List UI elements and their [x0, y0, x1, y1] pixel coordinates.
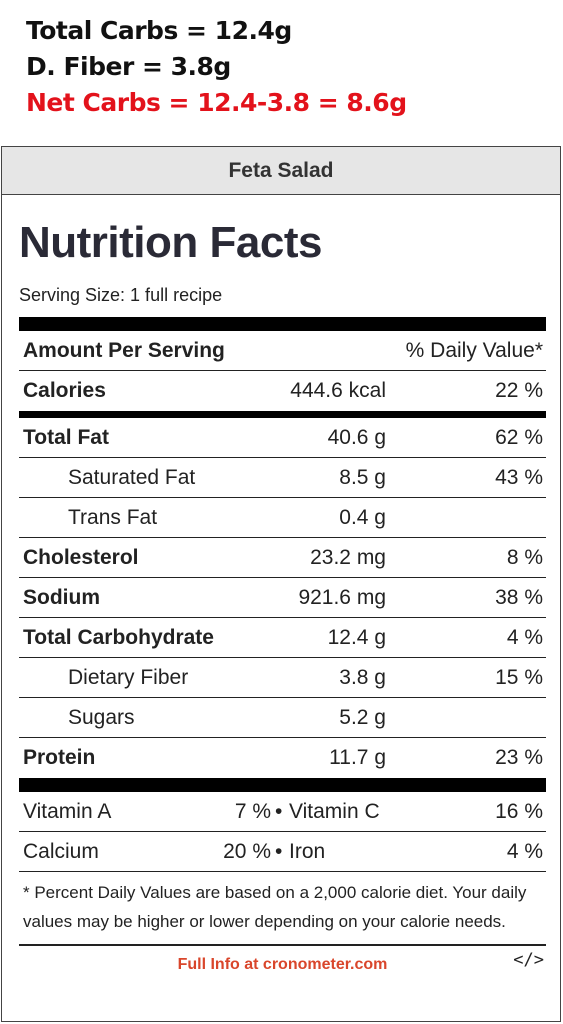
amount-per-serving-label: Amount Per Serving	[23, 339, 225, 362]
vitamin-label: Iron	[289, 840, 326, 863]
nutrient-amount: 921.6 mg	[298, 586, 386, 609]
cronometer-link[interactable]: Full Info at cronometer.com	[177, 956, 388, 973]
total-carbs-note: Total Carbs = 12.4g	[26, 16, 292, 45]
vitamin-label: Calcium	[23, 840, 99, 863]
bullet-separator: •	[275, 800, 283, 823]
nutrient-row-protein: Protein 11.7 g 23 %	[19, 738, 546, 778]
nutrient-label: Calories	[23, 379, 106, 402]
nutrient-label: Cholesterol	[23, 546, 139, 569]
fiber-note: D. Fiber = 3.8g	[26, 52, 231, 81]
nutrient-row-sugars: Sugars 5.2 g	[19, 698, 546, 738]
amount-header-row: Amount Per Serving % Daily Value*	[19, 331, 546, 371]
daily-value-footnote: * Percent Daily Values are based on a 2,…	[19, 872, 546, 946]
nutrient-row-total-carbohydrate: Total Carbohydrate 12.4 g 4 %	[19, 618, 546, 658]
nutrient-label: Total Fat	[23, 426, 109, 449]
panel-footer: Full Info at cronometer.com </>	[19, 946, 546, 992]
nutrient-label: Total Carbohydrate	[23, 626, 214, 649]
nutrient-row-total-fat: Total Fat 40.6 g 62 %	[19, 418, 546, 458]
vitamin-label: Vitamin C	[289, 800, 380, 823]
vitamin-percent: 7 %	[234, 800, 271, 823]
nutrient-label: Dietary Fiber	[68, 666, 189, 689]
nutrient-label: Sugars	[68, 706, 135, 729]
nutrient-label: Saturated Fat	[68, 466, 196, 489]
bullet-separator: •	[275, 840, 283, 863]
nutrient-row-dietary-fiber: Dietary Fiber 3.8 g 15 %	[19, 658, 546, 698]
vitamin-percent: 20 %	[223, 840, 271, 863]
vitamin-row: Calcium 20 % • Iron 4 %	[19, 832, 546, 872]
nutrient-label: Sodium	[23, 586, 100, 609]
nutrient-amount: 5.2 g	[339, 706, 386, 729]
nutrient-amount: 40.6 g	[327, 426, 386, 449]
serving-size: Serving Size: 1 full recipe	[19, 285, 223, 305]
daily-value-header: % Daily Value*	[405, 339, 543, 362]
nutrient-label: Trans Fat	[68, 506, 158, 529]
nutrient-row-cholesterol: Cholesterol 23.2 mg 8 %	[19, 538, 546, 578]
nutrient-row-sodium: Sodium 921.6 mg 38 %	[19, 578, 546, 618]
nutrition-facts-label: Nutrition Facts Serving Size: 1 full rec…	[19, 217, 546, 992]
nutrient-amount: 12.4 g	[327, 626, 386, 649]
nutrient-row-saturated-fat: Saturated Fat 8.5 g 43 %	[19, 458, 546, 498]
nutrient-amount: 8.5 g	[339, 466, 386, 489]
nutrient-daily-value: 23 %	[495, 746, 543, 769]
vitamin-row: Vitamin A 7 % • Vitamin C 16 %	[19, 792, 546, 832]
nutrient-label: Protein	[23, 746, 96, 769]
nutrient-daily-value: 8 %	[506, 546, 543, 569]
nutrient-row-calories: Calories 444.6 kcal 22 %	[19, 371, 546, 411]
nutrition-facts-heading: Nutrition Facts	[19, 218, 322, 267]
nutrient-daily-value: 22 %	[495, 379, 543, 402]
nutrition-panel: Feta Salad Nutrition Facts Serving Size:…	[1, 146, 561, 1022]
thick-divider	[19, 778, 546, 792]
nutrient-amount: 3.8 g	[339, 666, 386, 689]
embed-code-icon[interactable]: </>	[513, 950, 544, 970]
nutrient-daily-value: 62 %	[495, 426, 543, 449]
nutrient-amount: 0.4 g	[339, 506, 386, 529]
nutrient-row-trans-fat: Trans Fat 0.4 g	[19, 498, 546, 538]
nutrient-daily-value: 43 %	[495, 466, 543, 489]
recipe-title: Feta Salad	[2, 147, 560, 195]
net-carbs-note: Net Carbs = 12.4-3.8 = 8.6g	[26, 88, 407, 117]
nutrient-amount: 11.7 g	[329, 746, 386, 769]
nutrient-daily-value: 15 %	[495, 666, 543, 689]
vitamin-label: Vitamin A	[23, 800, 112, 823]
nutrient-amount: 444.6 kcal	[290, 379, 386, 402]
nutrient-amount: 23.2 mg	[310, 546, 386, 569]
nutrient-daily-value: 4 %	[506, 626, 543, 649]
vitamin-percent: 4 %	[506, 840, 543, 863]
thick-divider	[19, 317, 546, 331]
nutrient-daily-value: 38 %	[495, 586, 543, 609]
vitamin-percent: 16 %	[495, 800, 543, 823]
medium-divider	[19, 411, 546, 418]
